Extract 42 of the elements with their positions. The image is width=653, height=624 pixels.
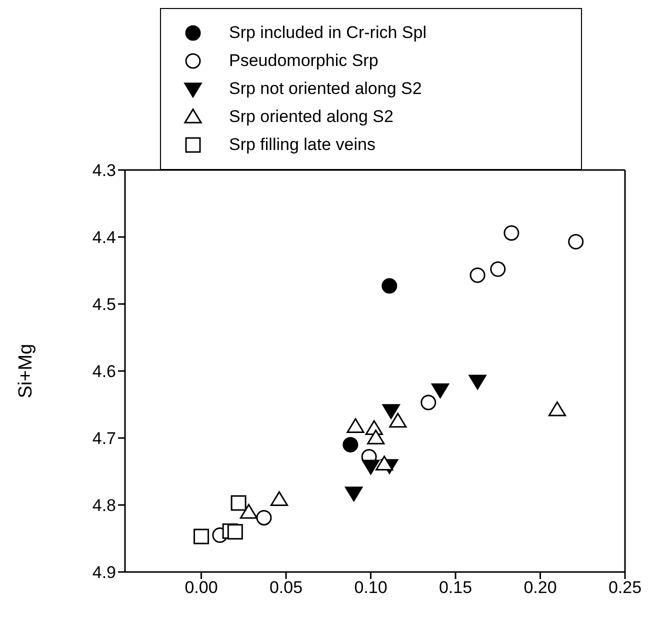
point (431, 383, 450, 398)
point (420, 394, 436, 410)
legend-label: Srp included in Cr-rich Spl (229, 23, 426, 43)
point (490, 261, 506, 277)
x-tick-label: 0.25 (608, 578, 642, 598)
x-tick-label: 0.20 (524, 578, 557, 598)
y-tick-label: 4.6 (92, 362, 116, 382)
point (504, 225, 520, 241)
point (362, 460, 380, 475)
point (468, 374, 486, 390)
point (382, 278, 398, 294)
x-tick-label: 0.10 (354, 578, 388, 598)
legend-label: Srp filling late veins (229, 135, 376, 155)
point (376, 456, 394, 470)
point (568, 234, 584, 250)
point (227, 524, 243, 540)
point (346, 418, 364, 433)
point (470, 267, 486, 283)
x-tick-label: 0.05 (269, 578, 303, 598)
y-tick-label: 4.5 (92, 295, 116, 314)
point (382, 404, 400, 419)
y-tick-label: 4.4 (92, 228, 116, 248)
point (342, 436, 358, 452)
legend-label: Pseudomorphic Srp (229, 51, 378, 71)
y-tick-label: 4.7 (92, 429, 116, 448)
point (194, 528, 210, 544)
x-tick-label: 0.15 (438, 578, 472, 598)
point (345, 486, 363, 502)
y-axis-title: Si+Mg (16, 344, 37, 398)
point (230, 495, 246, 511)
legend-label: Srp not oriented along S2 (229, 79, 422, 99)
x-tick-label: 0.00 (184, 578, 218, 598)
y-tick-label: 4.8 (92, 496, 116, 516)
legend-label: Srp oriented along S2 (229, 107, 394, 127)
point (240, 504, 258, 519)
y-tick-label: 4.3 (92, 161, 116, 180)
point (389, 412, 407, 428)
point (548, 401, 566, 416)
point (256, 510, 272, 526)
point (270, 491, 288, 506)
y-tick-label: 4.9 (92, 563, 116, 582)
point (367, 430, 385, 444)
